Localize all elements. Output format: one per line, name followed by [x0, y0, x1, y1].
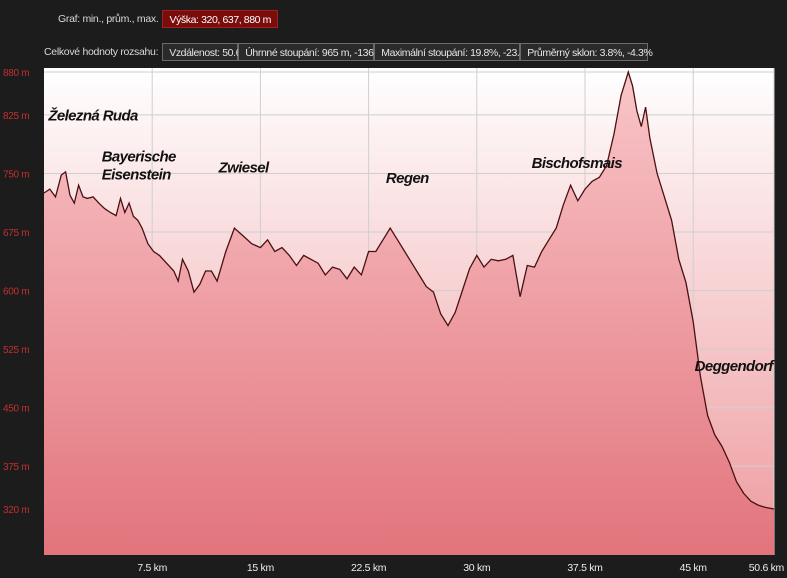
y-tick-label: 750 m [3, 169, 29, 180]
town-label: Regen [386, 170, 429, 187]
y-tick-label: 525 m [3, 345, 29, 356]
x-tick-label: 7.5 km [137, 562, 167, 574]
town-label: Zwiesel [218, 160, 270, 177]
town-label: Deggendorf [695, 358, 776, 375]
x-tick-label: 30 km [463, 562, 491, 574]
y-tick-label: 675 m [3, 228, 29, 239]
x-tick-label: 15 km [247, 562, 275, 574]
header-row-graph: Graf: min., prům., max. Výška: 320, 637,… [0, 9, 278, 29]
y-tick-label: 825 m [3, 111, 29, 122]
y-tick-label: 600 m [3, 287, 29, 298]
town-label: Eisenstein [102, 167, 171, 184]
header-row-totals: Celkové hodnoty rozsahu: Vzdálenost: 50.… [0, 42, 653, 62]
distance-box: Vzdálenost: 50.6 km [162, 43, 257, 61]
y-tick-label: 450 m [3, 404, 29, 415]
totals-label: Celkové hodnoty rozsahu: [44, 46, 159, 58]
y-axis-ticks: 880 m 825 m 750 m 675 m 600 m 525 m 450 m 375 m… [3, 68, 30, 516]
height-summary-box: Výška: 320, 637, 880 m [162, 10, 278, 28]
y-tick-label: 320 m [3, 505, 29, 516]
graph-mode-label: Graf: min., prům., max. [58, 13, 159, 25]
town-label: Železná Ruda [47, 106, 138, 124]
town-label: Bischofsmais [532, 155, 623, 172]
x-tick-label: 37.5 km [567, 562, 603, 574]
y-tick-label: 880 m [3, 68, 29, 79]
x-tick-label: 50.6 km [749, 562, 785, 574]
climb-box: Úhrnné stoupání: 965 m, -1366 m [238, 43, 390, 61]
x-axis-ticks: 7.5 km 15 km 22.5 km 30 km 37.5 km 45 km 50.6 … [137, 562, 785, 574]
avg-slope-box: Průměrný sklon: 3.8%, -4.3% [520, 43, 653, 61]
elevation-line [43, 69, 775, 510]
y-tick-label: 375 m [3, 462, 29, 473]
elevation-area [44, 72, 774, 555]
x-tick-label: 22.5 km [351, 562, 387, 574]
x-tick-label: 45 km [680, 562, 708, 574]
max-slope-box: Maximální stoupání: 19.8%, -23.4% [374, 43, 534, 61]
town-label: Bayerische [102, 149, 176, 166]
